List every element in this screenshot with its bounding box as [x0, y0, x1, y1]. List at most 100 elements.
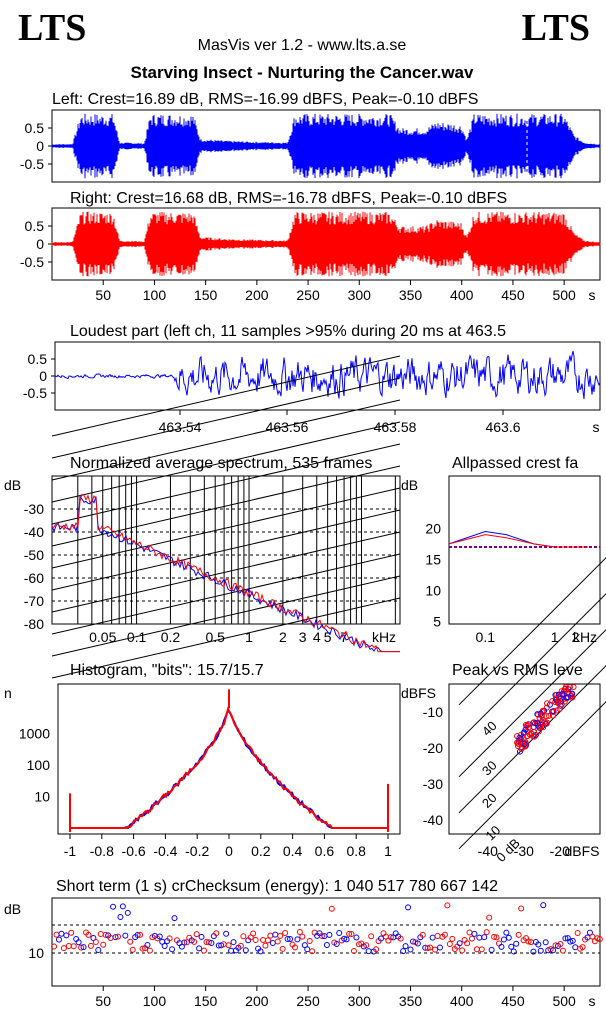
- histogram-xticklabel-5: 0: [225, 843, 233, 859]
- spectrum-xticklabel-1: 0.1: [127, 629, 147, 645]
- shortterm-point: [471, 930, 478, 937]
- peakrms-xunit: dBFS: [564, 843, 599, 859]
- peakrms-point: [569, 690, 576, 697]
- spectrum-slope-4: [51, 443, 401, 525]
- shortterm-point: [196, 945, 203, 952]
- shortterm-point: [124, 909, 131, 916]
- waveform-xticklabel-2: 150: [194, 287, 218, 303]
- peakrms-frame: [448, 683, 601, 835]
- peakrms-point: [516, 734, 523, 741]
- crest-series-1: [448, 534, 588, 548]
- peakrms-point: [553, 707, 560, 714]
- shortterm-point: [201, 947, 208, 954]
- peakrms-point: [515, 738, 522, 745]
- spectrum-yticklabel-5: -80: [24, 616, 44, 632]
- spectrum-slope-9: [51, 553, 401, 635]
- peakrms-point: [522, 739, 529, 746]
- shortterm-point: [166, 935, 173, 942]
- spectrum-xticklabel-2: 0.2: [161, 629, 181, 645]
- shortterm-point: [85, 931, 92, 938]
- spectrum-slope-6: [51, 487, 401, 569]
- shortterm-xticklabel-6: 350: [399, 993, 423, 1009]
- spectrum-slope-7: [51, 509, 401, 591]
- histogram-xticklabel-7: 0.4: [283, 843, 303, 859]
- shortterm-yticklabel-0: 10: [28, 945, 44, 961]
- waveform-xticklabel-0: 50: [95, 287, 111, 303]
- histogram-line-left: [70, 708, 388, 830]
- shortterm-point: [441, 931, 448, 938]
- shortterm-point: [55, 936, 62, 943]
- histogram-xticklabel-2: -0.6: [122, 843, 146, 859]
- shortterm-point: [466, 929, 473, 936]
- shortterm-point: [267, 932, 274, 939]
- shortterm-title: Short term (1 s) crChecksum (energy): 1 …: [56, 878, 498, 895]
- shortterm-point: [323, 942, 330, 949]
- shortterm-point: [407, 946, 414, 953]
- shortterm-point: [250, 930, 257, 937]
- shortterm-point: [139, 945, 146, 952]
- shortterm-point: [296, 929, 303, 936]
- loudest-signal: [54, 350, 601, 400]
- peakrms-xticklabel-2: -20: [550, 843, 570, 859]
- shortterm-point: [277, 932, 284, 939]
- shortterm-point: [309, 948, 316, 955]
- peakrms-point: [522, 726, 529, 733]
- shortterm-point: [515, 931, 522, 938]
- shortterm-point: [75, 939, 82, 946]
- shortterm-point: [363, 942, 370, 949]
- peakrms-point: [556, 705, 563, 712]
- shortterm-point: [478, 946, 485, 953]
- shortterm-point: [341, 935, 348, 942]
- shortterm-point: [272, 931, 279, 938]
- histogram-xticklabel-1: -0.8: [90, 843, 114, 859]
- loudest-yticklabel-2: -0.5: [23, 385, 47, 401]
- spectrum-slope-1: [51, 377, 401, 459]
- peakrms-point: [550, 708, 557, 715]
- shortterm-point: [464, 940, 471, 947]
- shortterm-point: [486, 914, 493, 921]
- shortterm-point: [117, 913, 124, 920]
- peakrms-point: [536, 714, 543, 721]
- shortterm-point: [405, 904, 412, 911]
- shortterm-point: [279, 945, 286, 952]
- crest-xticklabel-0: 0.1: [476, 629, 496, 645]
- shortterm-point: [481, 934, 488, 941]
- shortterm-point: [596, 936, 603, 943]
- histogram-xticklabel-9: 0.8: [346, 843, 366, 859]
- shortterm-point: [127, 938, 134, 945]
- shortterm-point: [304, 946, 311, 953]
- shortterm-point: [365, 948, 372, 955]
- shortterm-point: [119, 903, 126, 910]
- histogram-xticklabel-6: 0.2: [251, 843, 271, 859]
- loudest-yticklabel-0: 0.5: [28, 351, 48, 367]
- peakrms-point: [558, 701, 565, 708]
- shortterm-point: [252, 936, 259, 943]
- peakrms-point: [530, 719, 537, 726]
- spectrum-yticklabel-2: -50: [24, 547, 44, 563]
- shortterm-point: [230, 939, 237, 946]
- shortterm-point: [262, 942, 269, 949]
- shortterm-point: [156, 933, 163, 940]
- waveform-xticklabel-7: 400: [450, 287, 474, 303]
- peakrms-yticklabel-1: -20: [423, 740, 443, 756]
- histogram-xticklabel-8: 0.6: [315, 843, 335, 859]
- waveform-xunit: s: [589, 287, 596, 303]
- right-wave-title: Right: Crest=16.68 dB, RMS=-16.78 dBFS, …: [70, 190, 507, 207]
- shortterm-point: [353, 934, 360, 941]
- shortterm-point: [368, 933, 375, 940]
- loudest-title: Loudest part (left ch, 11 samples >95% d…: [70, 323, 506, 340]
- shortterm-point: [169, 946, 176, 953]
- shortterm-point: [134, 931, 141, 938]
- spectrum-line-left: [51, 495, 400, 653]
- peakrms-yticklabel-3: -40: [423, 812, 443, 828]
- shortterm-point: [437, 944, 444, 951]
- shortterm-point: [505, 934, 512, 941]
- shortterm-point: [193, 931, 200, 938]
- shortterm-point: [569, 937, 576, 944]
- shortterm-point: [257, 948, 264, 955]
- spectrum-yticklabel-4: -70: [24, 593, 44, 609]
- crest-ylabel: dB: [401, 477, 418, 493]
- spectrum-slope-8: [51, 531, 401, 613]
- shortterm-point: [284, 935, 291, 942]
- waveform-yticklabel-right-2: -0.5: [20, 254, 44, 270]
